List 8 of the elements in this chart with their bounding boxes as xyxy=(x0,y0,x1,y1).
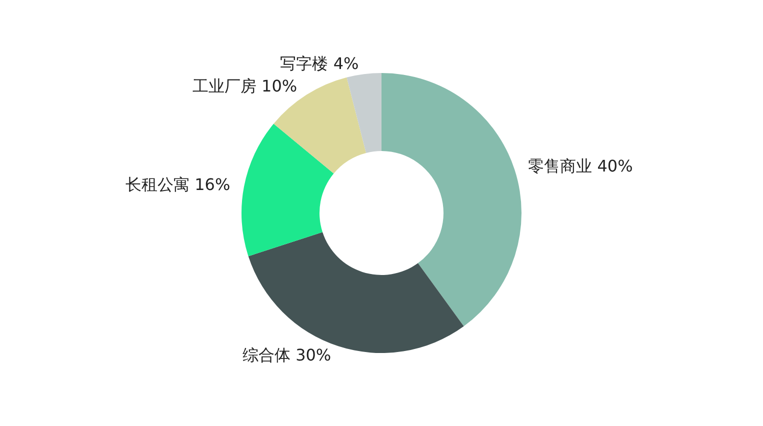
slice-label: 工业厂房 10% xyxy=(192,76,298,96)
slice-label: 零售商业 40% xyxy=(528,156,633,176)
slice-label: 长租公寓 16% xyxy=(126,174,230,194)
donut-slice xyxy=(242,124,334,256)
donut-slice xyxy=(382,73,522,326)
slice-label: 综合体 30% xyxy=(242,346,332,365)
slice-label: 写字楼 4% xyxy=(280,54,359,74)
donut-slice xyxy=(346,73,382,153)
